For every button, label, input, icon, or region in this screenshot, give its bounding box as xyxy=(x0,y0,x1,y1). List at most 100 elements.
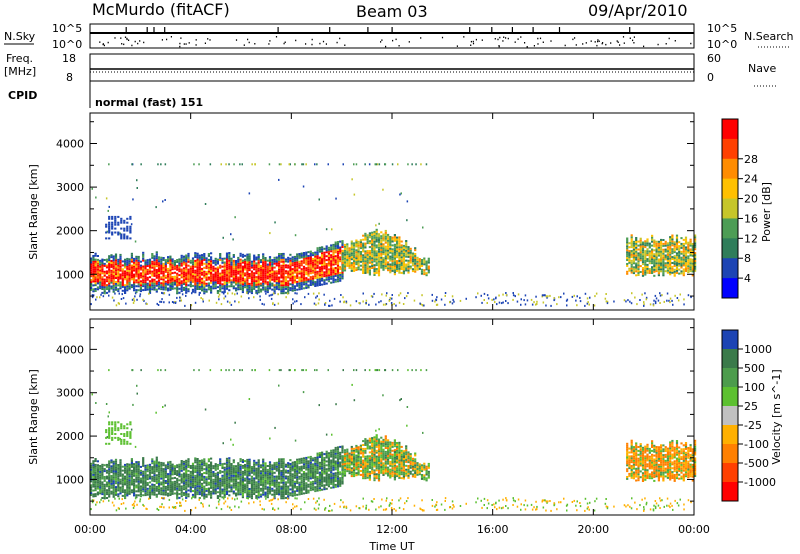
heatmap-cell xyxy=(236,292,238,295)
heatmap-cell xyxy=(266,291,269,294)
heatmap-cell xyxy=(146,265,149,267)
heatmap-cell xyxy=(94,467,97,470)
heatmap-cell xyxy=(128,287,131,290)
heatmap-cell xyxy=(239,286,242,289)
heatmap-cell xyxy=(120,298,123,300)
heatmap-cell xyxy=(391,268,394,270)
heatmap-cell xyxy=(305,257,308,260)
heatmap-cell xyxy=(99,486,102,489)
heatmap-cell xyxy=(201,467,204,470)
heatmap-cell xyxy=(264,485,267,488)
heatmap-cell xyxy=(225,457,229,460)
heatmap-cell xyxy=(280,254,283,257)
heatmap-cell xyxy=(312,271,315,274)
heatmap-cell xyxy=(268,287,272,290)
heatmap-cell xyxy=(255,481,258,484)
heatmap-cell xyxy=(225,475,229,478)
heatmap-cell xyxy=(384,241,387,244)
heatmap-cell xyxy=(353,193,356,196)
heatmap-cell xyxy=(112,290,115,293)
heatmap-cell xyxy=(210,463,213,466)
heatmap-cell xyxy=(257,480,260,483)
heatmap-cell xyxy=(164,482,167,484)
heatmap-cell xyxy=(232,263,235,266)
heatmap-cell xyxy=(128,477,131,480)
heatmap-cell xyxy=(239,491,242,494)
heatmap-cell xyxy=(657,254,660,257)
heatmap-cell xyxy=(353,242,356,245)
heatmap-cell xyxy=(234,293,236,296)
heatmap-cell xyxy=(153,472,156,475)
heatmap-cell xyxy=(318,270,321,273)
heatmap-cell xyxy=(121,284,124,286)
heatmap-cell xyxy=(368,242,371,245)
heatmap-cell xyxy=(280,258,283,261)
heatmap-cell xyxy=(126,486,129,489)
heatmap-cell xyxy=(135,255,138,258)
heatmap-cell xyxy=(271,468,274,471)
heatmap-cell xyxy=(169,277,172,280)
heatmap-cell xyxy=(112,280,115,283)
heatmap-cell xyxy=(142,267,145,270)
heatmap-cell xyxy=(196,493,199,496)
heatmap-cell xyxy=(359,254,362,257)
heatmap-cell xyxy=(219,276,222,279)
heatmap-cell xyxy=(255,461,258,464)
heatmap-cell xyxy=(257,490,260,493)
heatmap-cell xyxy=(632,250,635,253)
heatmap-cell xyxy=(180,479,183,482)
heatmap-cell xyxy=(201,463,204,466)
heatmap-cell xyxy=(160,276,163,279)
heatmap-cell xyxy=(151,253,154,255)
heatmap-cell xyxy=(201,287,204,290)
heatmap-cell xyxy=(244,489,247,492)
heatmap-cell xyxy=(680,264,683,267)
heatmap-cell xyxy=(282,485,285,488)
heatmap-cell xyxy=(298,260,301,263)
heatmap-cell xyxy=(289,474,292,477)
heatmap-cell xyxy=(137,279,140,282)
heatmap-cell xyxy=(239,274,242,277)
heatmap-cell xyxy=(292,298,294,301)
heatmap-cell xyxy=(250,280,253,283)
heatmap-cell xyxy=(99,468,102,471)
heatmap-cell xyxy=(248,255,251,258)
heatmap-cell xyxy=(235,473,238,475)
heatmap-cell xyxy=(266,275,269,278)
heatmap-cell xyxy=(266,265,269,268)
heatmap-cell xyxy=(271,483,274,486)
heatmap-cell xyxy=(641,255,645,258)
heatmap-cell xyxy=(139,471,142,474)
heatmap-cell xyxy=(162,268,165,271)
heatmap-cell xyxy=(282,254,285,257)
heatmap-cell xyxy=(92,256,95,259)
heatmap-cell xyxy=(364,258,367,261)
heatmap-cell xyxy=(151,288,154,291)
heatmap-cell xyxy=(164,466,167,469)
heatmap-cell xyxy=(221,275,224,278)
heatmap-cell xyxy=(626,247,629,250)
heatmap-cell xyxy=(255,496,258,499)
heatmap-cell xyxy=(635,244,638,247)
heatmap-cell xyxy=(641,253,645,256)
heatmap-cell xyxy=(239,460,242,463)
heatmap-cell xyxy=(114,492,118,494)
heatmap-cell xyxy=(259,284,263,287)
heatmap-cell xyxy=(377,274,381,277)
heatmap-cell xyxy=(225,471,229,474)
heatmap-cell xyxy=(108,480,111,482)
heatmap-cell xyxy=(176,481,179,484)
heatmap-cell xyxy=(302,255,306,258)
heatmap-cell xyxy=(223,472,226,475)
heatmap-cell xyxy=(275,276,278,279)
heatmap-cell xyxy=(637,270,640,273)
heatmap-cell xyxy=(318,250,321,253)
heatmap-cell xyxy=(108,282,111,285)
heatmap-cell xyxy=(230,279,233,282)
heatmap-cell xyxy=(660,270,663,273)
heatmap-cell xyxy=(505,294,508,297)
heatmap-cell xyxy=(691,258,694,261)
heatmap-cell xyxy=(339,248,342,251)
heatmap-cell xyxy=(405,263,408,266)
heatmap-cell xyxy=(99,279,102,282)
